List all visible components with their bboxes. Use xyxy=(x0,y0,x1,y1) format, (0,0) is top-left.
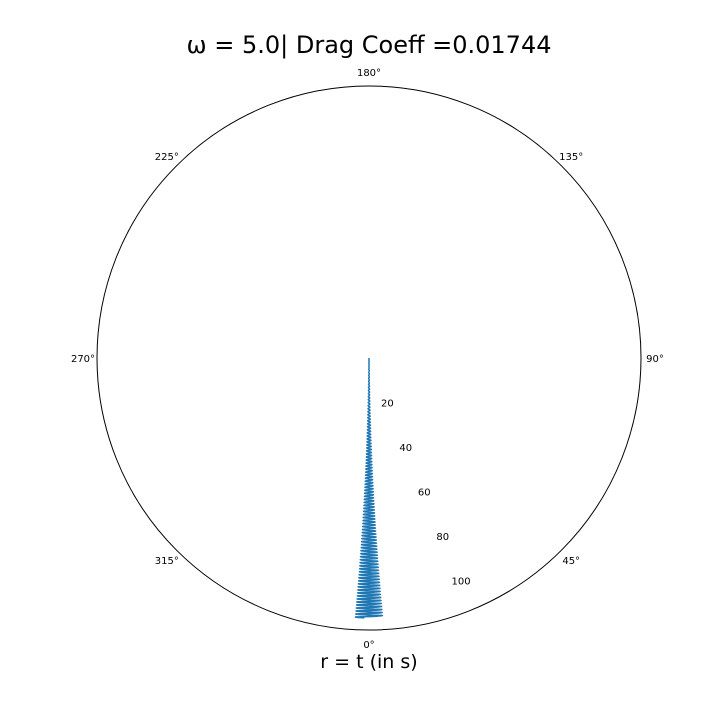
theta-tick-labels: 0° 45° 90° 135° 180° 225° 270° 315° xyxy=(71,68,664,651)
theta-tick-label: 0° xyxy=(363,640,374,651)
chart-title: ω = 5.0| Drag Coeff =0.01744 xyxy=(187,31,552,59)
r-tick-label: 100 xyxy=(452,576,471,587)
theta-tick-label: 180° xyxy=(357,68,381,79)
r-tick-label: 80 xyxy=(436,532,449,543)
r-tick-label: 60 xyxy=(418,487,431,498)
theta-tick-label: 225° xyxy=(155,152,179,163)
x-axis-label: r = t (in s) xyxy=(320,651,417,673)
theta-tick-label: 315° xyxy=(155,556,179,567)
polar-frame xyxy=(96,85,642,631)
theta-tick-label: 270° xyxy=(71,354,95,365)
r-tick-labels: 20 40 60 80 100 xyxy=(381,399,471,588)
theta-tick-label: 135° xyxy=(559,152,583,163)
r-tick-label: 40 xyxy=(399,443,412,454)
series-line xyxy=(354,357,384,619)
theta-tick-label: 90° xyxy=(646,354,664,365)
r-tick-label: 20 xyxy=(381,399,394,410)
theta-tick-label: 45° xyxy=(562,556,580,567)
